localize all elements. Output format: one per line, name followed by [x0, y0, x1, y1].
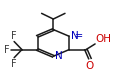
Text: F: F [11, 58, 17, 69]
Text: O: O [86, 61, 94, 71]
Text: F: F [4, 45, 10, 55]
Text: N: N [71, 31, 78, 41]
Text: N: N [55, 51, 63, 61]
Text: F: F [11, 31, 17, 41]
Text: OH: OH [96, 34, 112, 44]
Text: =: = [75, 31, 83, 41]
